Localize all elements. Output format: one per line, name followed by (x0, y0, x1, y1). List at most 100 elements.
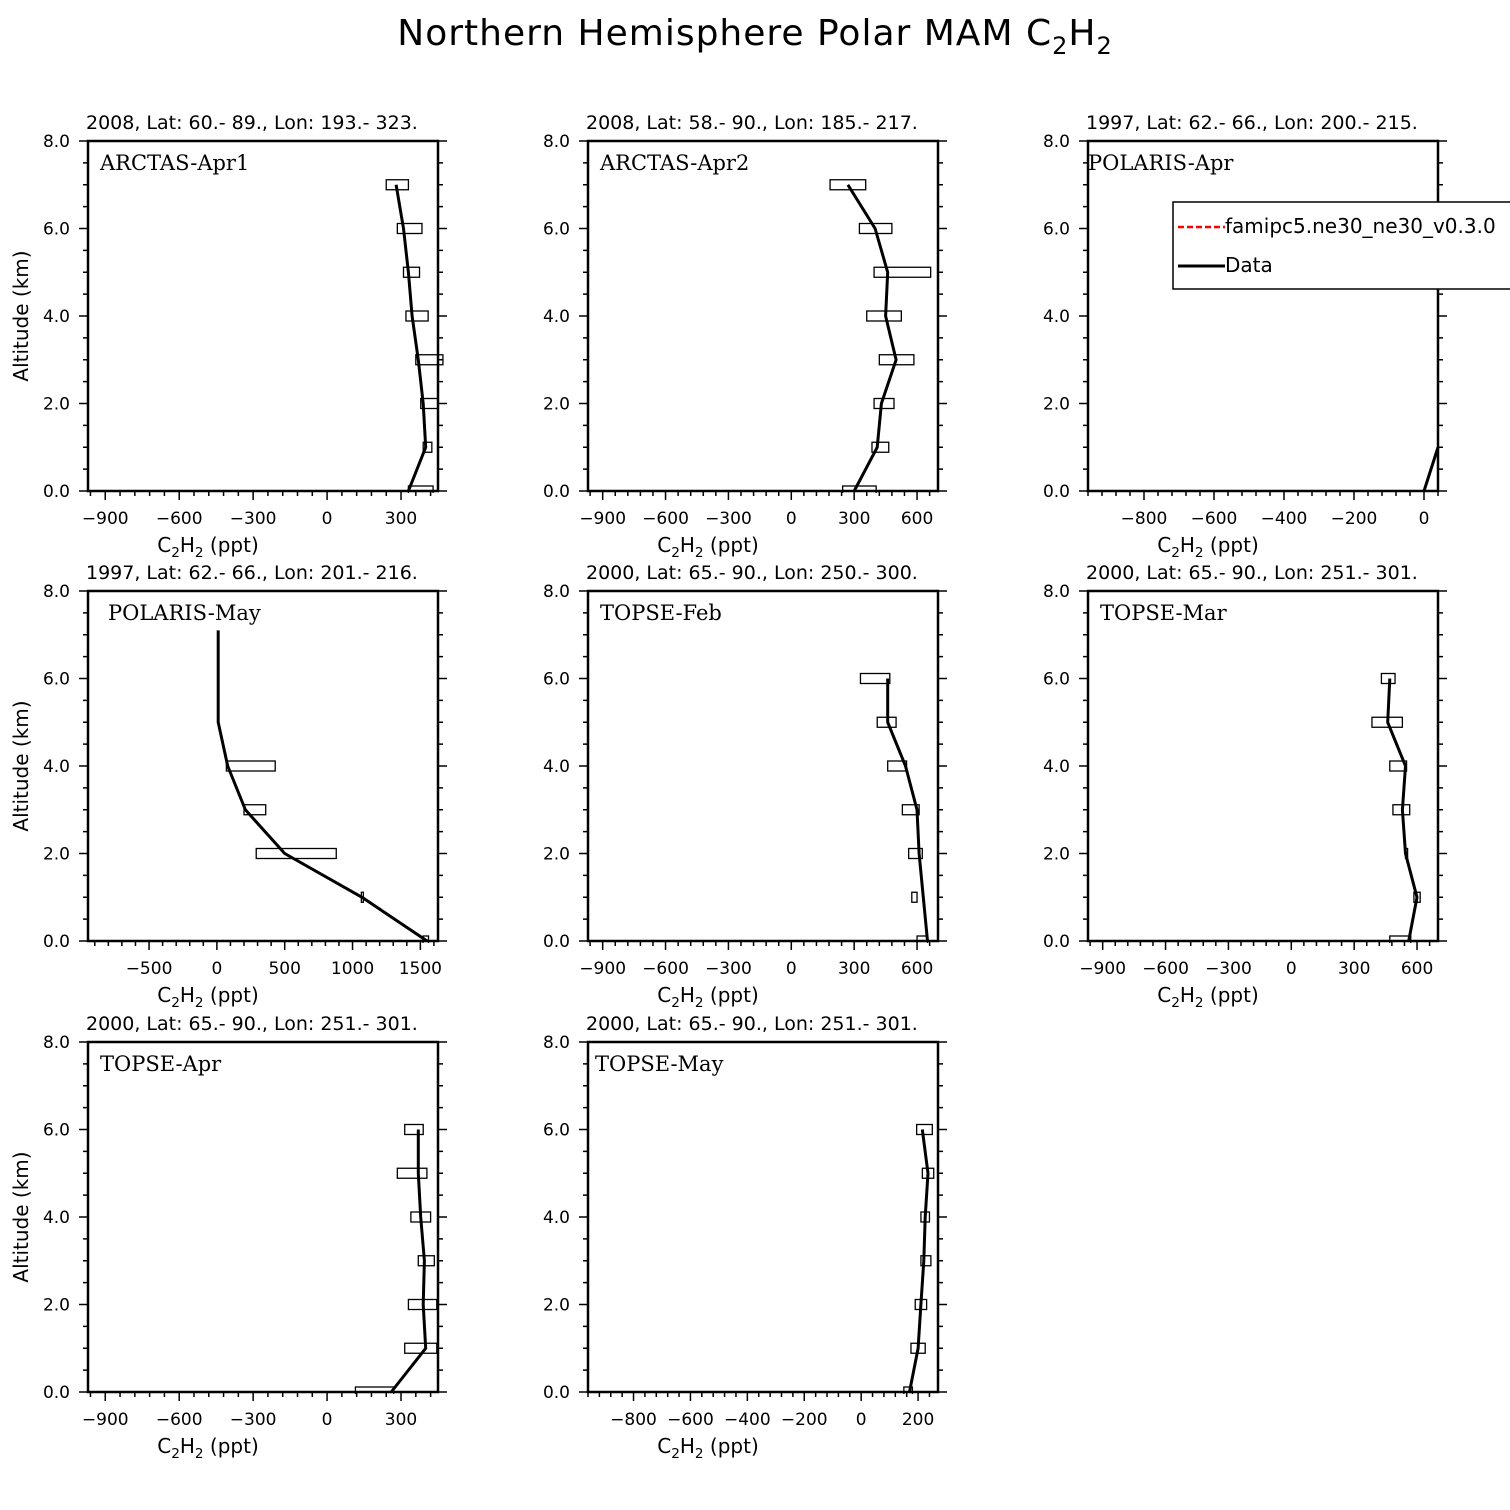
data-range-box (417, 1255, 435, 1267)
data-range-box (354, 1386, 395, 1394)
title-main: Northern Hemisphere Polar MAM C (397, 13, 1052, 54)
x-tick-label: 0 (856, 1410, 867, 1430)
panel-grid: 2008, Lat: 60.- 89., Lon: 193.- 323. 0.0 2… (9, 112, 1510, 1462)
data-range-box (901, 804, 920, 816)
x-axis-label: C2H2 (ppt) (157, 533, 259, 561)
y-tick-label: 4.0 (543, 757, 570, 777)
data-range-box (255, 847, 337, 860)
x-tick-label: −900 (1079, 959, 1126, 979)
y-tick-label: 6.0 (543, 220, 570, 240)
y-tick-label: 8.0 (543, 1033, 570, 1053)
plot-frame (86, 1040, 440, 1394)
campaign-label: TOPSE-Feb (600, 601, 722, 625)
campaign-label: POLARIS-Apr (1088, 151, 1234, 175)
plot-frame (86, 139, 440, 493)
x-tick-label: −800 (1121, 509, 1168, 529)
x-axis-label: C2H2 (ppt) (657, 1434, 759, 1462)
y-tick-label: 2.0 (1043, 845, 1070, 865)
x-tick-label: −300 (1205, 959, 1252, 979)
y-tick-label: 6.0 (543, 1121, 570, 1141)
data-profile-line (216, 630, 428, 943)
campaign-label: TOPSE-May (595, 1052, 724, 1076)
x-tick-label: 1000 (331, 959, 374, 979)
x-tick-label: −400 (724, 1410, 771, 1430)
data-range-box (873, 266, 932, 278)
y-tick-label: 2.0 (543, 845, 570, 865)
panel-header: 2008, Lat: 60.- 89., Lon: 193.- 323. (86, 112, 418, 134)
data-range-box (878, 354, 915, 366)
x-tick-label: −900 (579, 509, 626, 529)
panel-topse-may: 2000, Lat: 65.- 90., Lon: 251.- 301. 0.0 2… (543, 1013, 947, 1462)
panel-header: 2000, Lat: 65.- 90., Lon: 250.- 300. (586, 562, 918, 584)
y-tick-label: 6.0 (1043, 670, 1070, 690)
panel-header: 1997, Lat: 62.- 66., Lon: 200.- 215. (1086, 112, 1418, 134)
legend-data-label: Data (1225, 253, 1273, 277)
y-tick-label: 6.0 (43, 1121, 70, 1141)
y-tick-label: 0.0 (1043, 482, 1070, 502)
x-tick-label: −600 (156, 1410, 203, 1430)
data-range-box (859, 672, 891, 685)
data-range-box (396, 1167, 428, 1179)
x-tick-label: −200 (781, 1410, 828, 1430)
x-axis-label: C2H2 (ppt) (657, 983, 759, 1011)
y-axis-label: Altitude (km) (9, 250, 33, 381)
plot-frame (586, 589, 940, 943)
x-tick-label: 0 (322, 1410, 333, 1430)
data-profile-line (1386, 678, 1419, 942)
data-range-box (920, 1255, 932, 1267)
x-tick-label: 0 (786, 509, 797, 529)
x-tick-label: −900 (82, 509, 129, 529)
x-tick-label: 0 (1286, 959, 1297, 979)
y-tick-label: 2.0 (543, 1296, 570, 1316)
x-tick-label: −600 (642, 509, 689, 529)
title-sub-1: 2 (1052, 32, 1068, 60)
title-sub-2: 2 (1096, 32, 1112, 60)
y-axis-label: Altitude (km) (9, 1151, 33, 1282)
campaign-label: TOPSE-Apr (100, 1052, 222, 1076)
x-axis-label: C2H2 (ppt) (1157, 533, 1259, 561)
data-range-box (405, 310, 429, 322)
y-tick-label: 4.0 (543, 307, 570, 327)
y-tick-label: 8.0 (43, 132, 70, 152)
x-tick-label: −600 (1191, 509, 1238, 529)
data-range-box (871, 441, 890, 453)
data-profile-line (394, 184, 428, 492)
data-range-box (829, 179, 867, 191)
x-tick-label: −300 (230, 1410, 277, 1430)
campaign-label: POLARIS-May (108, 601, 261, 625)
campaign-label: ARCTAS-Apr2 (599, 151, 749, 175)
y-tick-label: 0.0 (43, 482, 70, 502)
y-tick-label: 0.0 (1043, 932, 1070, 952)
x-tick-label: −200 (1331, 509, 1378, 529)
y-tick-label: 8.0 (543, 132, 570, 152)
y-tick-label: 0.0 (543, 932, 570, 952)
panel-header: 2000, Lat: 65.- 90., Lon: 251.- 301. (1086, 562, 1418, 584)
x-axis-label: C2H2 (ppt) (157, 983, 259, 1011)
x-tick-label: −400 (1261, 509, 1308, 529)
y-tick-label: 4.0 (1043, 307, 1070, 327)
y-tick-label: 8.0 (1043, 132, 1070, 152)
x-tick-label: −900 (82, 1410, 129, 1430)
x-tick-label: 300 (838, 509, 870, 529)
data-range-box (866, 310, 902, 322)
x-tick-label: 300 (1338, 959, 1370, 979)
x-tick-label: 1500 (399, 959, 442, 979)
data-range-box (404, 1342, 438, 1354)
panel-polaris-apr: 1997, Lat: 62.- 66., Lon: 200.- 215. 0.0 2… (1043, 112, 1510, 561)
figure-title: Northern Hemisphere Polar MAM C2H2 (397, 13, 1112, 60)
x-tick-label: 600 (901, 509, 933, 529)
panel-header: 2000, Lat: 65.- 90., Lon: 251.- 301. (86, 1013, 418, 1035)
y-tick-label: 4.0 (43, 1208, 70, 1228)
y-tick-label: 2.0 (43, 395, 70, 415)
data-profile-line (1422, 446, 1440, 492)
y-tick-label: 8.0 (1043, 582, 1070, 602)
x-tick-label: −500 (126, 959, 173, 979)
data-range-box (396, 222, 423, 235)
y-tick-label: 0.0 (43, 932, 70, 952)
y-tick-label: 8.0 (43, 1033, 70, 1053)
y-tick-label: 8.0 (543, 582, 570, 602)
x-axis-label: C2H2 (ppt) (1157, 983, 1259, 1011)
panel-header: 2008, Lat: 58.- 90., Lon: 185.- 217. (586, 112, 918, 134)
y-tick-label: 4.0 (1043, 757, 1070, 777)
x-tick-label: 0 (211, 959, 222, 979)
